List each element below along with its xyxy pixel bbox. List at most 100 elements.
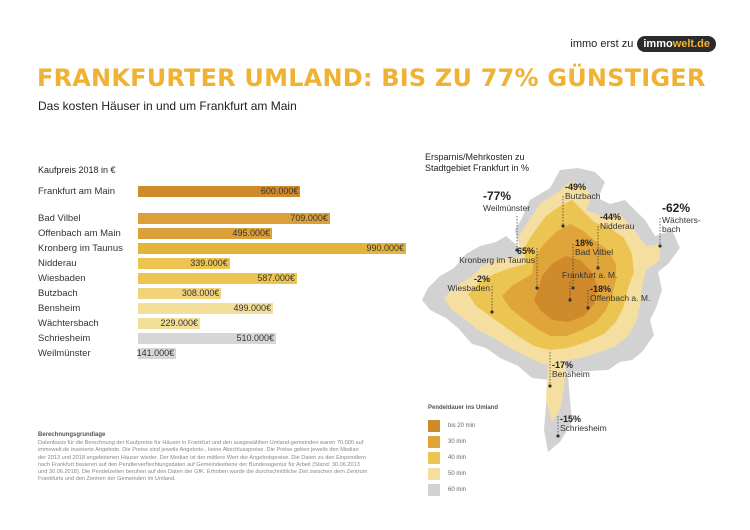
map-title: Ersparnis/Mehrkosten zu Stadtgebiet Fran… xyxy=(425,152,529,174)
legend-swatch xyxy=(428,452,440,464)
legend-label: bis 20 min xyxy=(448,423,476,429)
page-subtitle: Das kosten Häuser in und um Frankfurt am… xyxy=(38,99,297,113)
bar-value-label: 600.000€ xyxy=(260,186,299,196)
brand-prefix: immo erst zu xyxy=(570,38,634,50)
bar-value-label: 510.000€ xyxy=(236,333,275,343)
bar-row: Offenbach am Main 495.000€ xyxy=(38,228,418,239)
map-city-label: Nidderau xyxy=(600,221,635,231)
map-percent-label: -62% xyxy=(662,201,690,215)
legend-label: 30 min xyxy=(448,439,467,445)
brand-badge-b: welt.de xyxy=(672,38,710,50)
bar-row: Bensheim 499.000€ xyxy=(38,303,418,314)
bar-category-label: Bad Vilbel xyxy=(38,213,81,224)
legend-item: 60 min xyxy=(428,484,466,496)
notes-text: Datenbasis für die Berechnung der Kaufpr… xyxy=(38,440,368,483)
bar-value-label: 709.000€ xyxy=(290,213,328,223)
brand-badge-a: immo xyxy=(643,38,673,50)
bar-category-label: Kronberg im Taunus xyxy=(38,243,123,254)
bar-row: Schriesheim 510.000€ xyxy=(38,333,418,344)
bar-row: Kronberg im Taunus 990.000€ xyxy=(38,243,418,254)
bar-row: Bad Vilbel 709.000€ xyxy=(38,213,418,224)
map-percent-label: -44% xyxy=(600,212,621,222)
map-city-dot xyxy=(535,286,539,290)
brand-badge: immowelt.de xyxy=(637,36,716,52)
bar: 229.000€ xyxy=(138,318,200,329)
legend-title: Pendeldauer ins Umland xyxy=(428,405,499,411)
map-city-dot xyxy=(515,248,519,252)
bar-category-label: Bensheim xyxy=(38,303,81,314)
map-title-line1: Ersparnis/Mehrkosten zu xyxy=(425,152,525,162)
bar-row: Frankfurt am Main 600.000€ xyxy=(38,186,418,197)
legend-item: 50 min xyxy=(428,468,466,480)
bar-category-label: Offenbach am Main xyxy=(38,228,121,239)
legend-label: 60 min xyxy=(448,487,467,493)
map-zone-20 xyxy=(534,256,598,322)
legend-label: 40 min xyxy=(448,455,467,461)
bar: 141.000€ xyxy=(136,348,177,359)
map-city-dot xyxy=(658,244,662,248)
map-city-label: Wächters- xyxy=(662,215,701,225)
map-city-dot xyxy=(596,266,600,270)
legend-label: 50 min xyxy=(448,471,467,477)
bar-row: Weilmünster 141.000€ xyxy=(38,348,418,359)
bar: 587.000€ xyxy=(138,273,297,284)
bar-category-label: Wächtersbach xyxy=(38,318,99,329)
bar: 308.000€ xyxy=(138,288,222,299)
commute-map: -77%Weilmünster -49%Butzbach -44%Nidderau -… xyxy=(422,168,701,452)
bar-category-label: Frankfurt am Main xyxy=(38,186,116,197)
map-city-dot xyxy=(561,224,565,228)
map-city-label: Offenbach a. M. xyxy=(590,293,650,303)
map-percent-label: -49% xyxy=(565,182,586,192)
page-title: FRANKFURTER UMLAND: BIS ZU 77% GÜNSTIGER xyxy=(37,64,706,92)
bar-value-label: 308.000€ xyxy=(181,288,220,298)
map-city-label: Frankfurt a. M. xyxy=(562,270,617,280)
bar: 499.000€ xyxy=(138,303,274,314)
map-percent-label: -17% xyxy=(552,360,573,370)
bar: 709.000€ xyxy=(138,213,330,224)
map-percent-label: 65% xyxy=(517,246,535,256)
map-city-label: Wiesbaden xyxy=(447,283,490,293)
map-city-label: Butzbach xyxy=(565,191,601,201)
bar-row: Wiesbaden 587.000€ xyxy=(38,273,418,284)
map-city-label: Weilmünster xyxy=(483,203,530,213)
bar-value-label: 587.000€ xyxy=(257,273,295,283)
bar-category-label: Schriesheim xyxy=(38,333,91,344)
legend-item: 40 min xyxy=(428,452,466,464)
bar-category-label: Nidderau xyxy=(38,258,77,269)
bar-row: Butzbach 308.000€ xyxy=(38,288,418,299)
brand-logo[interactable]: immo erst zu immowelt.de xyxy=(570,36,716,52)
notes-heading: Berechnungsgrundlage xyxy=(38,432,106,438)
map-city-label: Bensheim xyxy=(552,369,590,379)
map-city-label: bach xyxy=(662,224,681,234)
map-city-dot xyxy=(490,310,494,314)
map-percent-label: -77% xyxy=(483,189,511,203)
bar-row: Wächtersbach 229.000€ xyxy=(38,318,418,329)
bar: 339.000€ xyxy=(138,258,230,269)
map-city-dot xyxy=(571,286,575,290)
map-percent-label: -15% xyxy=(560,414,581,424)
bar-value-label: 495.000€ xyxy=(232,228,270,238)
map-percent-label: -2% xyxy=(474,274,490,284)
legend-swatch xyxy=(428,436,440,448)
legend-swatch xyxy=(428,484,440,496)
legend-item: 30 min xyxy=(428,436,466,448)
map-city-label: Schriesheim xyxy=(560,423,607,433)
map-city-dot xyxy=(556,434,560,438)
map-city-label: Bad Vilbel xyxy=(575,247,613,257)
bar-chart-title: Kaufpreis 2018 in € xyxy=(38,165,116,175)
legend-swatch xyxy=(428,420,440,432)
bar: 495.000€ xyxy=(138,228,272,239)
legend-swatch xyxy=(428,468,440,480)
bar-value-label: 141.000€ xyxy=(136,348,175,358)
bar: 990.000€ xyxy=(138,243,406,254)
map-percent-label: 18% xyxy=(575,238,593,248)
bar-category-label: Butzbach xyxy=(38,288,78,299)
bar-category-label: Weilmünster xyxy=(38,348,91,359)
bar-value-label: 990.000€ xyxy=(366,243,404,253)
map-title-line2: Stadtgebiet Frankfurt in % xyxy=(425,163,530,173)
map-city-dot xyxy=(586,306,590,310)
bar-row: Nidderau 339.000€ xyxy=(38,258,418,269)
map-percent-label: -18% xyxy=(590,284,611,294)
legend-item: bis 20 min xyxy=(428,420,475,432)
map-city-label: Kronberg im Taunus xyxy=(459,255,535,265)
